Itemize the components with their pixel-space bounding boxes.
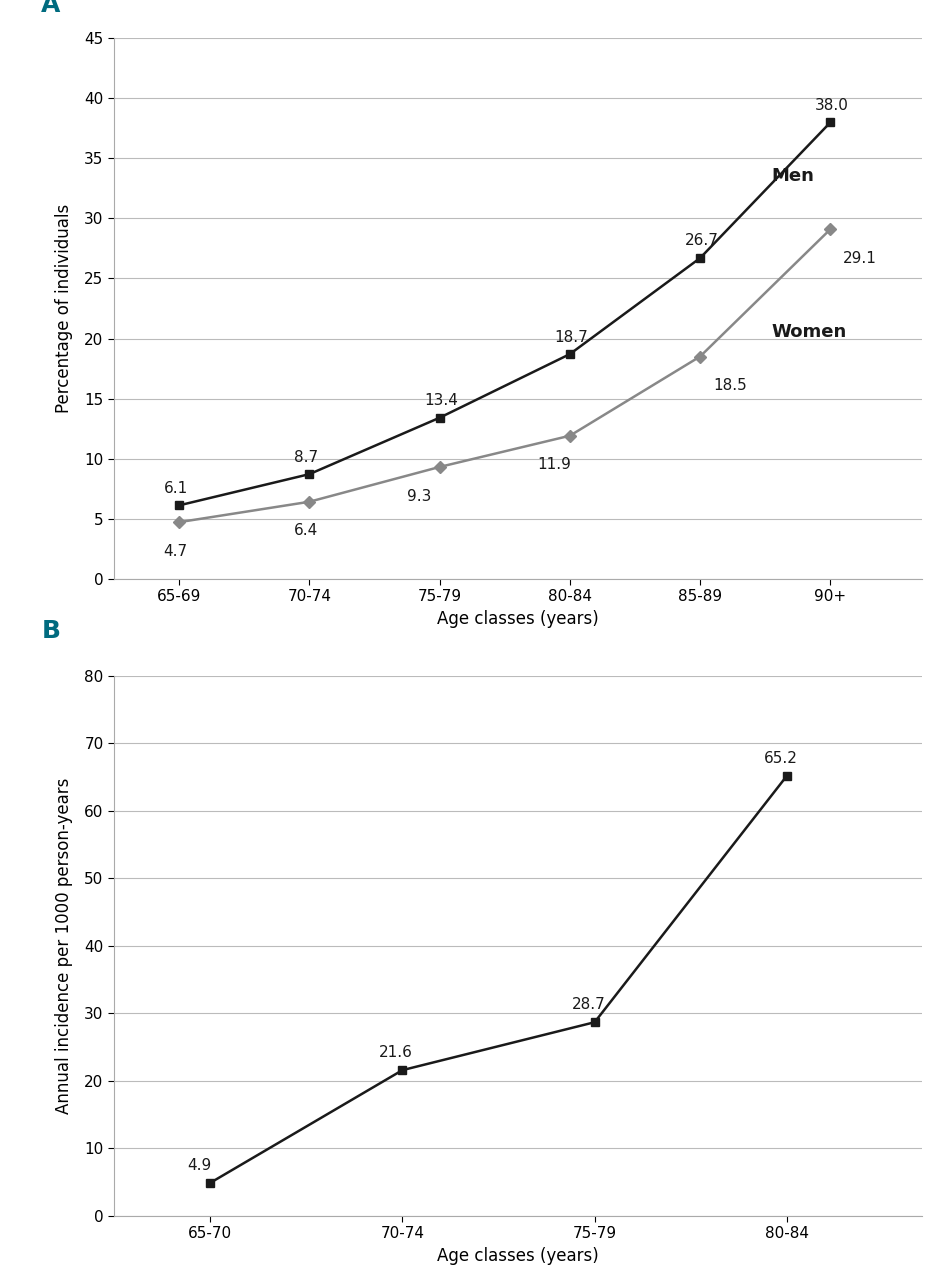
Text: 8.7: 8.7 xyxy=(294,449,318,465)
Text: 26.7: 26.7 xyxy=(684,233,718,248)
Text: Men: Men xyxy=(771,168,814,186)
Text: 28.7: 28.7 xyxy=(572,997,605,1012)
Text: 65.2: 65.2 xyxy=(764,750,798,765)
Text: 18.5: 18.5 xyxy=(713,378,747,393)
Y-axis label: Annual incidence per 1000 person-years: Annual incidence per 1000 person-years xyxy=(55,778,73,1114)
Text: 4.9: 4.9 xyxy=(187,1158,211,1172)
Text: B: B xyxy=(42,620,61,644)
X-axis label: Age classes (years): Age classes (years) xyxy=(437,1247,598,1265)
Text: 29.1: 29.1 xyxy=(844,251,877,266)
X-axis label: Age classes (years): Age classes (years) xyxy=(437,609,598,627)
Text: 21.6: 21.6 xyxy=(379,1044,413,1060)
Text: 6.1: 6.1 xyxy=(163,481,188,495)
Text: A: A xyxy=(42,0,61,17)
Text: 6.4: 6.4 xyxy=(294,524,318,539)
Text: 4.7: 4.7 xyxy=(163,544,187,559)
Text: Women: Women xyxy=(771,324,847,342)
Text: 13.4: 13.4 xyxy=(424,393,458,408)
Text: 38.0: 38.0 xyxy=(815,97,848,113)
Text: 18.7: 18.7 xyxy=(554,329,588,344)
Text: 9.3: 9.3 xyxy=(407,489,431,503)
Text: 11.9: 11.9 xyxy=(538,457,571,472)
Y-axis label: Percentage of individuals: Percentage of individuals xyxy=(55,204,73,413)
